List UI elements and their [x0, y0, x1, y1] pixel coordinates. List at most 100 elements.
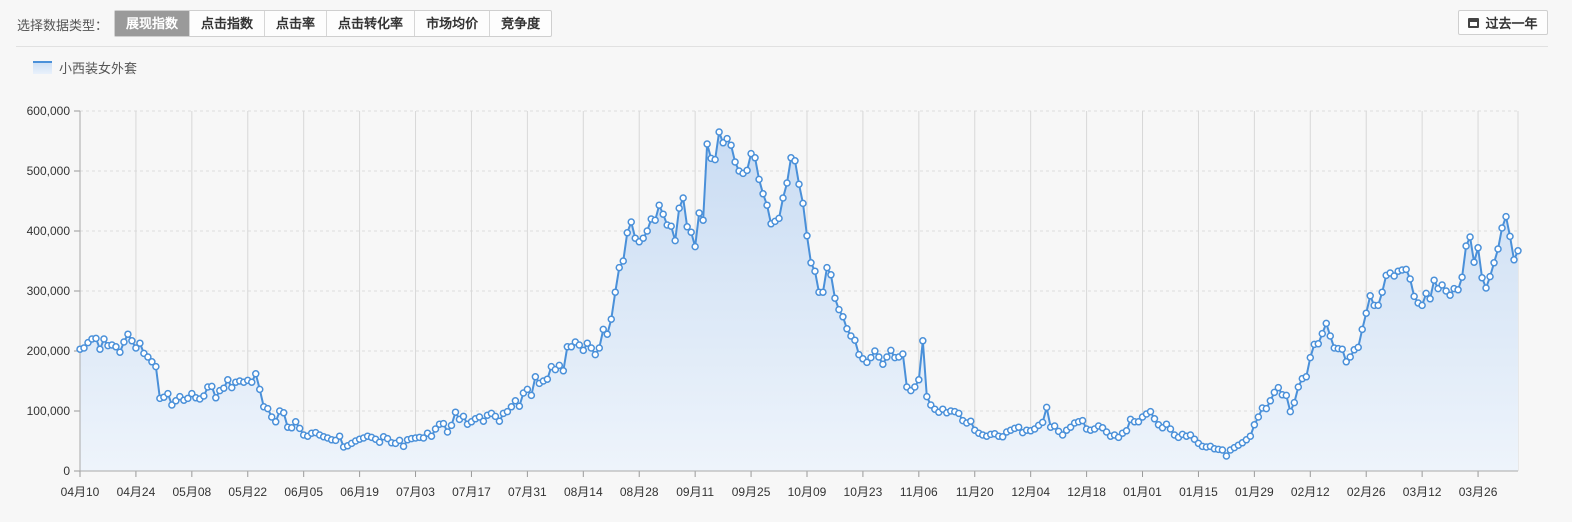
data-point	[451, 408, 460, 416]
data-point	[503, 407, 512, 416]
data-point	[1326, 332, 1335, 340]
data-point	[807, 259, 815, 267]
data-point	[703, 140, 711, 148]
data-point	[791, 157, 799, 165]
data-point	[623, 229, 631, 237]
data-point	[1342, 358, 1350, 366]
data-point	[555, 361, 564, 370]
y-tick-label: 600,000	[27, 104, 71, 118]
data-point	[295, 424, 304, 433]
data-point	[1470, 258, 1478, 266]
data-point	[1390, 272, 1398, 280]
data-point	[124, 330, 132, 338]
data-point	[152, 362, 160, 371]
data-point	[511, 397, 520, 405]
data-point	[443, 428, 452, 436]
data-point	[675, 204, 683, 212]
data-point	[80, 344, 88, 352]
data-point	[967, 417, 975, 425]
x-tick-label: 11月20	[956, 485, 994, 499]
x-tick-label: 04月10	[61, 485, 100, 499]
data-point	[220, 384, 228, 392]
data-point	[1222, 452, 1231, 460]
data-point	[427, 432, 436, 440]
data-point	[459, 412, 468, 421]
data-point	[1446, 291, 1454, 299]
data-point	[711, 155, 719, 164]
data-point	[543, 375, 552, 383]
data-point	[1454, 286, 1462, 294]
data-point	[1162, 420, 1171, 428]
data-point	[1490, 259, 1498, 267]
data-point	[799, 199, 807, 208]
data-point	[527, 391, 536, 400]
data-point	[1250, 421, 1259, 429]
data-point	[955, 409, 963, 418]
data-point	[212, 394, 220, 402]
tab-click-index[interactable]: 点击指数	[189, 11, 264, 36]
data-type-tabs: 展现指数 点击指数 点击率 点击转化率 市场均价 竞争度	[114, 10, 553, 37]
data-point	[1246, 432, 1255, 440]
data-point	[431, 425, 440, 433]
data-point	[831, 294, 839, 302]
data-point	[779, 194, 787, 202]
data-point	[256, 385, 264, 394]
data-point	[803, 232, 811, 240]
data-point	[1038, 418, 1047, 427]
data-point	[591, 350, 600, 359]
period-button[interactable]: 过去一年	[1458, 10, 1548, 35]
data-point	[128, 337, 136, 345]
data-point	[92, 334, 100, 343]
data-point	[863, 358, 871, 367]
data-point	[447, 421, 456, 430]
data-point	[587, 344, 596, 352]
tab-competition[interactable]: 竞争度	[489, 11, 551, 36]
data-point	[639, 234, 647, 242]
data-point	[228, 383, 236, 392]
data-point	[335, 432, 344, 440]
data-point	[851, 336, 859, 344]
data-point	[1218, 446, 1227, 454]
data-point	[100, 335, 108, 343]
data-point	[667, 222, 675, 230]
x-tick-label: 01月01	[1123, 485, 1162, 499]
data-point	[291, 418, 300, 426]
data-point	[1506, 232, 1514, 241]
data-point	[1274, 383, 1283, 392]
chart-legend[interactable]: 小西装女外套	[33, 58, 137, 77]
series-area	[80, 132, 1518, 471]
data-point	[583, 339, 592, 347]
data-point	[1014, 423, 1023, 431]
x-tick-label: 06月05	[284, 485, 323, 499]
x-tick-label: 10月09	[788, 485, 827, 499]
data-point	[655, 201, 663, 209]
data-point	[1474, 244, 1482, 252]
tab-click-rate[interactable]: 点击率	[264, 11, 326, 36]
data-point	[699, 216, 707, 224]
data-point	[1498, 224, 1506, 232]
data-point	[867, 353, 875, 362]
data-point	[1146, 407, 1155, 416]
data-point	[1266, 397, 1275, 405]
data-point	[116, 348, 124, 356]
data-point	[1402, 265, 1410, 274]
data-point	[1462, 242, 1470, 250]
x-tick-label: 03月12	[1403, 485, 1442, 499]
tab-market-avg-price[interactable]: 市场均价	[414, 11, 489, 36]
tab-conversion-rate[interactable]: 点击转化率	[326, 11, 414, 36]
data-point	[531, 373, 540, 381]
data-point	[671, 236, 679, 245]
data-point	[998, 433, 1007, 441]
tab-impression-index[interactable]: 展现指数	[115, 11, 190, 36]
data-point	[1374, 301, 1382, 310]
data-point	[1306, 353, 1315, 362]
data-point	[759, 190, 767, 198]
data-point	[1502, 212, 1510, 221]
data-point	[144, 353, 152, 361]
data-point	[743, 166, 751, 175]
data-point	[1314, 340, 1323, 348]
data-point	[919, 337, 927, 345]
x-tick-label: 04月24	[117, 485, 156, 499]
data-point	[112, 343, 120, 351]
data-point	[695, 209, 703, 217]
